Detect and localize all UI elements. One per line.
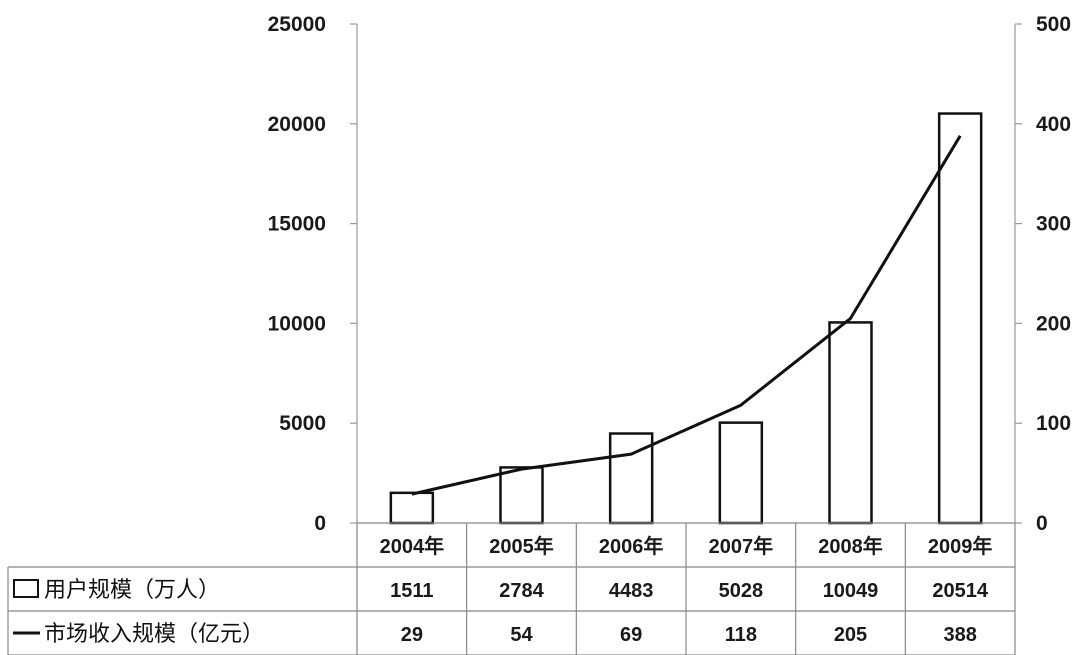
left-tick-label: 15000 [268, 213, 326, 236]
right-tick-label: 100 [1036, 412, 1071, 435]
table-cell: 5028 [719, 580, 764, 602]
legend-bar-swatch [13, 579, 39, 598]
row-label: 市场收入规模（亿元） [44, 622, 264, 647]
table-cell: 4483 [609, 580, 654, 602]
category-label: 2005年 [489, 534, 554, 558]
left-tick-label: 25000 [268, 13, 326, 36]
category-label: 2007年 [709, 534, 774, 558]
category-label: 2008年 [818, 534, 883, 558]
category-label: 2009年 [928, 534, 993, 558]
table-cell: 20514 [932, 580, 988, 602]
left-y-axis: 0 5000 10000 15000 20000 25000 [268, 13, 358, 535]
bar-2008年 [828, 321, 873, 525]
table-cell: 1511 [390, 580, 433, 602]
left-tick-label: 10000 [268, 312, 326, 335]
row-label: 用户规模（万人） [44, 578, 220, 603]
right-tick-label: 200 [1036, 312, 1071, 335]
right-tick-label: 0 [1036, 512, 1048, 535]
bar-2007年 [718, 421, 764, 525]
category-label: 2006年 [599, 534, 664, 558]
bar-2009年 [937, 112, 983, 525]
right-tick-label: 300 [1036, 213, 1071, 236]
bar-2005年 [499, 466, 544, 525]
category-label: 2004年 [380, 534, 445, 558]
table-cell: 29 [401, 624, 423, 646]
right-y-axis: 0 100 200 300 400 500 [1014, 13, 1071, 535]
table-cell: 205 [834, 624, 867, 646]
right-tick-label: 400 [1036, 113, 1071, 136]
table-cell: 69 [620, 624, 642, 646]
bar-series [389, 112, 983, 525]
table-cell: 2784 [499, 580, 544, 602]
table-cell: 54 [510, 624, 533, 646]
left-tick-label: 20000 [268, 113, 326, 136]
left-y-ticks: 0 5000 10000 15000 20000 25000 [268, 13, 357, 535]
left-tick-label: 0 [314, 512, 326, 535]
right-tick-label: 500 [1036, 13, 1071, 36]
bar-2004年 [389, 491, 435, 525]
table-cell: 388 [943, 624, 976, 646]
left-tick-label: 5000 [279, 412, 326, 435]
right-y-ticks: 0 100 200 300 400 500 [1015, 13, 1071, 535]
table-cell: 118 [725, 624, 757, 646]
table-cell: 10049 [823, 580, 879, 602]
line-series-revenue [411, 135, 962, 496]
